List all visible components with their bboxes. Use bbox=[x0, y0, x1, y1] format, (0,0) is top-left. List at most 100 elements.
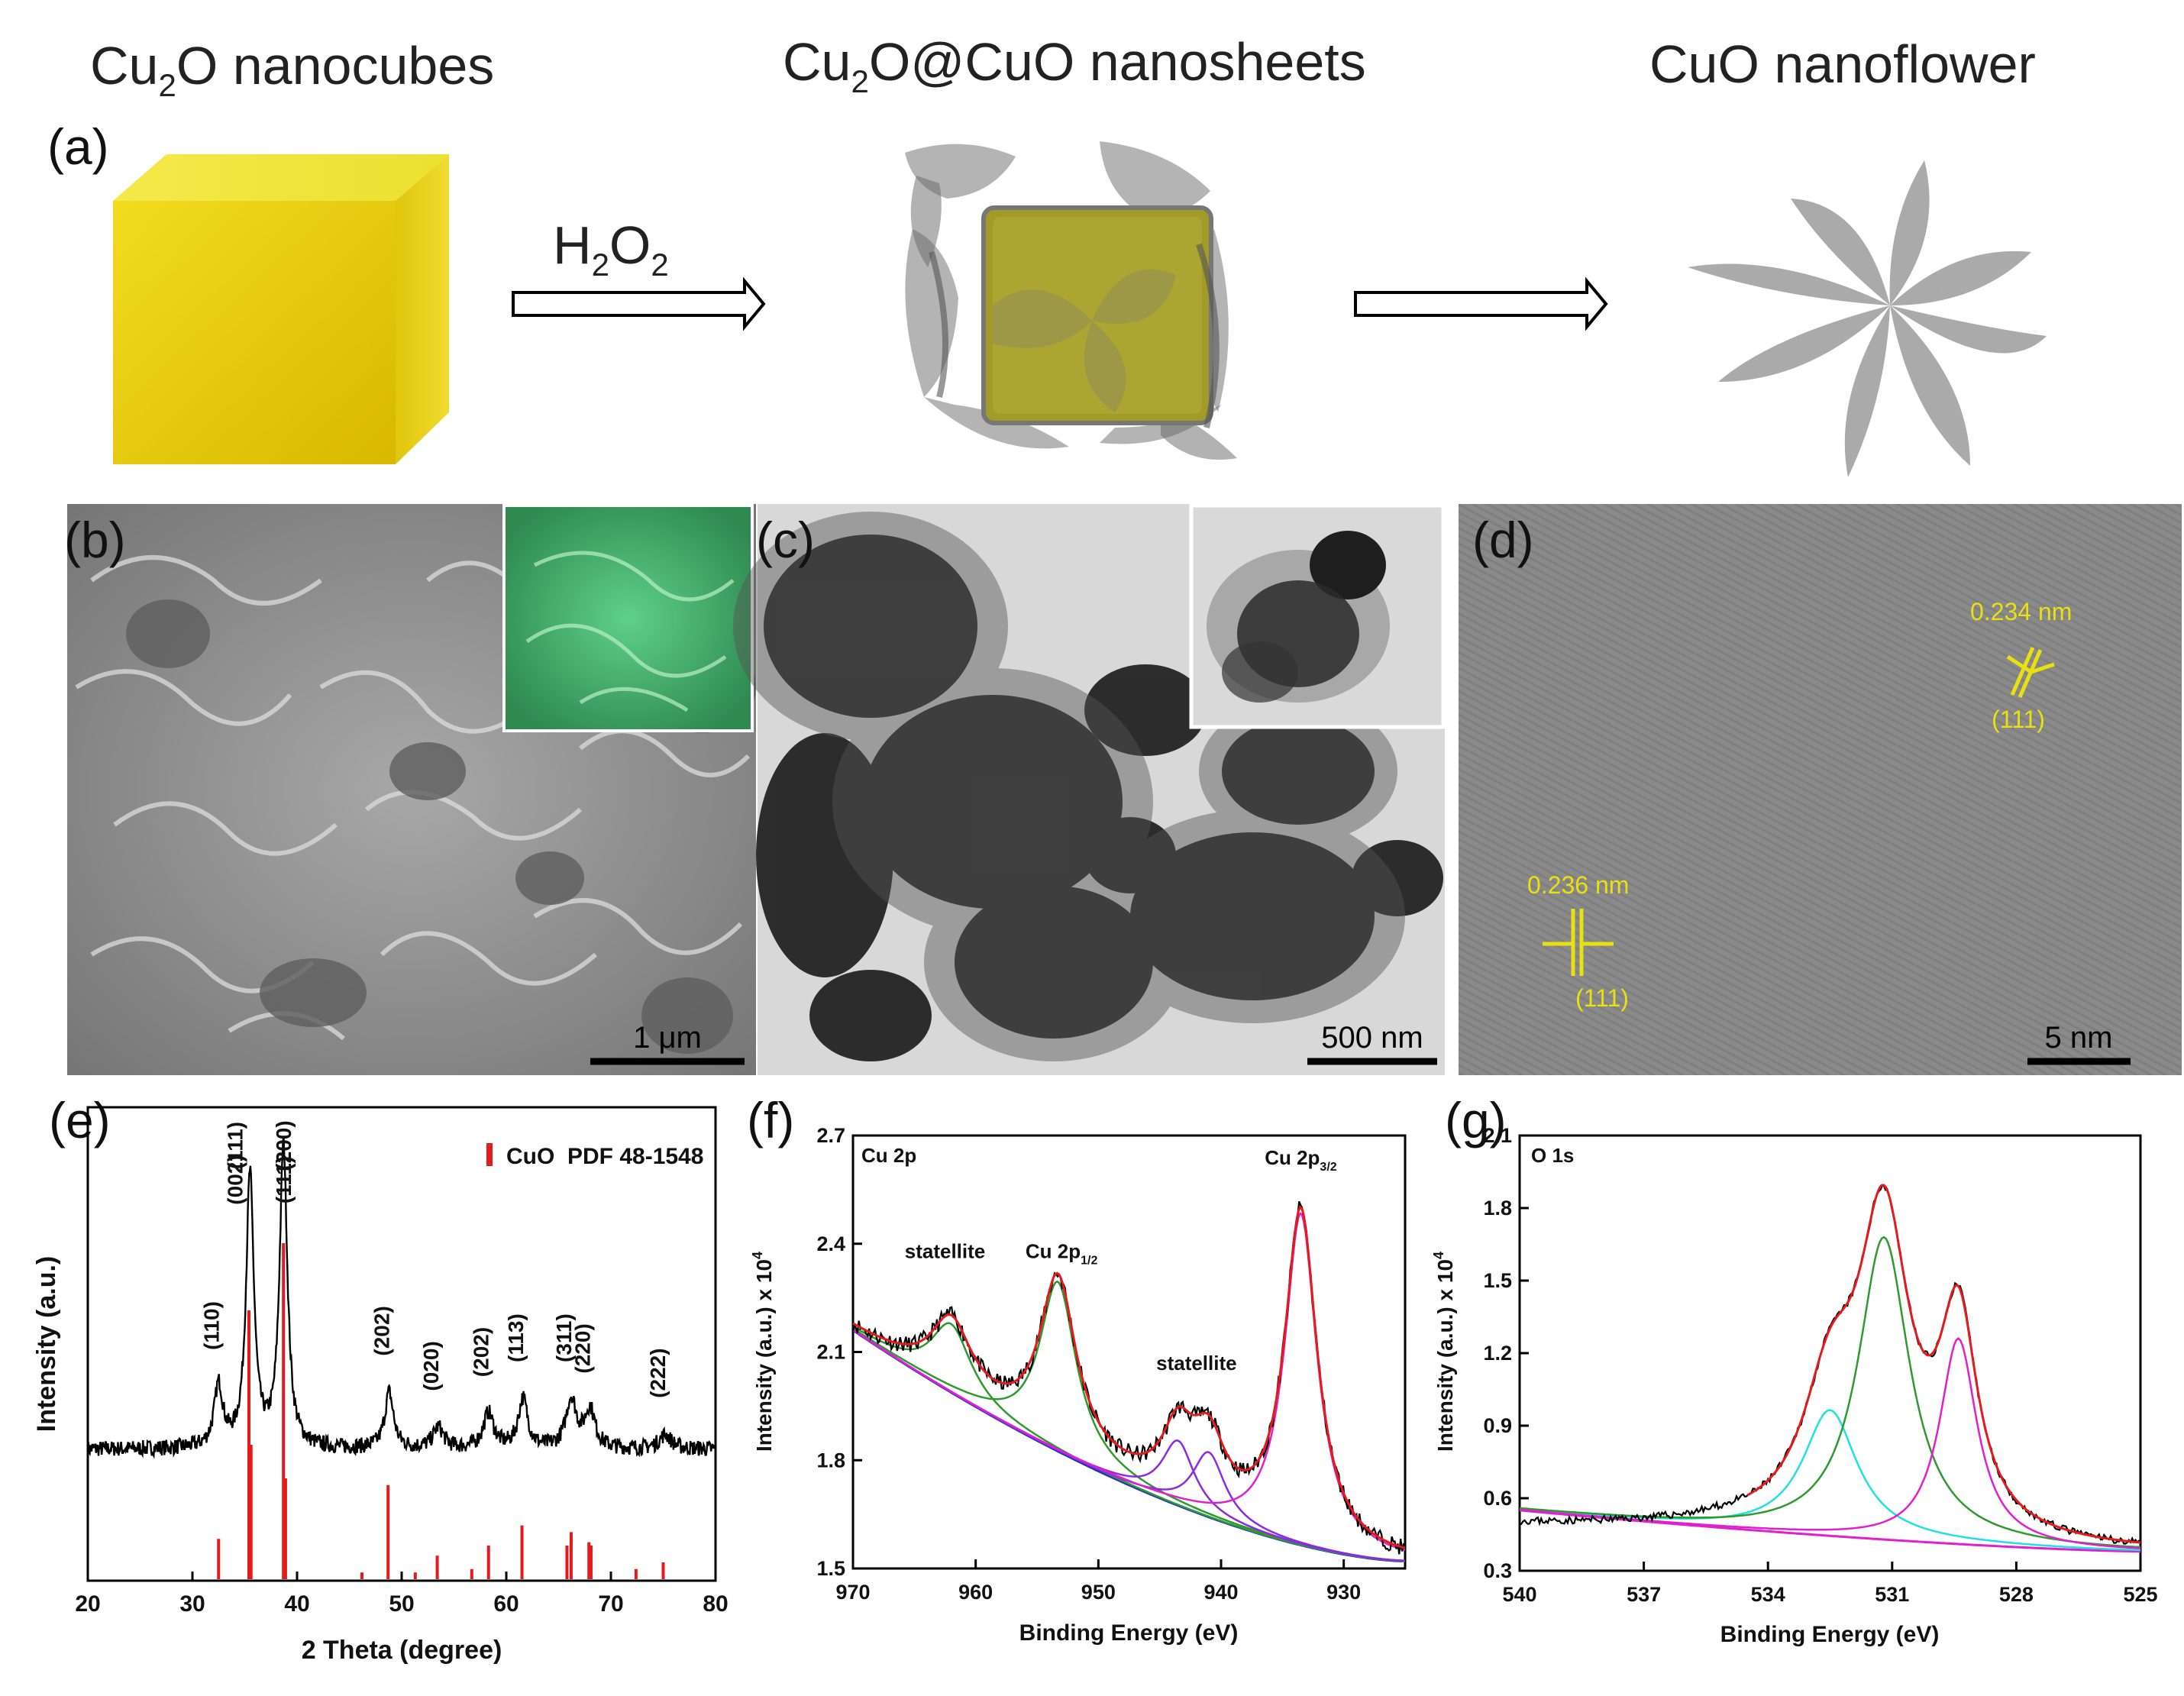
panel-b-label: (b) bbox=[64, 512, 126, 568]
scale-bar-d-label: 5 nm bbox=[2045, 1021, 2113, 1055]
xps-o-x-tick-label: 537 bbox=[1627, 1583, 1661, 1606]
lattice-marker-2 bbox=[1543, 909, 1614, 976]
xps-cu-curves bbox=[851, 1200, 1406, 1562]
tem-aggregates bbox=[756, 535, 1443, 1061]
panel-g-chart: (g) O 1s 540 537 534 531 528 525 0.3 0.6 0.9 1.2 1… bbox=[1431, 1092, 2158, 1647]
cu2o-cube-illustration bbox=[113, 154, 449, 464]
xps-o-y-tick-label: 1.5 bbox=[1483, 1269, 1512, 1292]
xrd-peak-label: (311) bbox=[552, 1313, 576, 1362]
xps-o-y-tick-label: 1.8 bbox=[1483, 1197, 1512, 1220]
xps-cu-component bbox=[852, 1212, 1406, 1551]
xrd-peak-label: (111) bbox=[272, 1156, 296, 1203]
xrd-plot-frame bbox=[86, 1106, 717, 1582]
lattice-spacing-1: 0.234 nm bbox=[1970, 598, 2072, 625]
xps-o-curves bbox=[1519, 1184, 2141, 1553]
xrd-x-ticks: 20 30 40 50 60 70 80 bbox=[75, 1572, 729, 1617]
panel-g-label: (g) bbox=[1445, 1092, 1507, 1148]
xps-o-y-tick-label: 2.1 bbox=[1483, 1124, 1512, 1147]
xps-cu-peak-annotation: Cu 2p3/2 bbox=[1265, 1146, 1337, 1174]
lattice-marker-1 bbox=[2006, 647, 2055, 698]
xps-o-component bbox=[1519, 1236, 2141, 1549]
panel-a-label: (a) bbox=[47, 118, 109, 175]
xrd-x-tick-label: 70 bbox=[598, 1591, 623, 1617]
xrd-peak-label: (111) bbox=[223, 1122, 247, 1169]
xps-o-x-tick-label: 531 bbox=[1875, 1583, 1909, 1606]
xrd-peak-label: (220) bbox=[571, 1323, 595, 1373]
xps-o-x-tick-label: 528 bbox=[1999, 1583, 2034, 1606]
title-cu2o-nanocubes: Cu2O nanocubes bbox=[90, 36, 494, 103]
xrd-peak-label: (113) bbox=[504, 1313, 528, 1362]
xrd-peak-label: (200) bbox=[272, 1120, 296, 1170]
xps-cu-component bbox=[852, 1322, 1405, 1562]
xps-cu-peak-annotation: statellite bbox=[1156, 1352, 1237, 1375]
xps-cu-x-tick-label: 930 bbox=[1326, 1581, 1361, 1604]
xps-o-y-tick-label: 1.2 bbox=[1483, 1342, 1512, 1365]
xrd-x-tick-label: 40 bbox=[284, 1591, 309, 1617]
xps-cu-x-axis-label: Binding Energy (eV) bbox=[1019, 1620, 1239, 1646]
tem-inset-aggregate bbox=[1207, 531, 1390, 703]
scale-bar-b-label: 1 μm bbox=[633, 1021, 702, 1055]
xps-cu-y-tick-label: 1.5 bbox=[816, 1557, 845, 1580]
xps-o-y-axis-label: Intensity (a.u.) x 104 bbox=[1431, 1252, 1457, 1452]
xrd-peak-labels: (110)(002)(111)(111)(200)(202)(020) (202)… bbox=[199, 1120, 670, 1397]
xps-cu-region-label: Cu 2p bbox=[861, 1144, 916, 1167]
lattice-spacing-2: 0.236 nm bbox=[1527, 871, 1629, 899]
xps-cu-peak-annotation: statellite bbox=[905, 1240, 986, 1263]
core-shell-illustration bbox=[905, 141, 1237, 460]
panel-c-label: (c) bbox=[756, 512, 815, 568]
xrd-x-tick-label: 80 bbox=[703, 1591, 728, 1617]
xps-o-y-tick-label: 0.3 bbox=[1483, 1559, 1512, 1582]
panel-e-chart: (e) 20 30 40 50 60 70 80 2 Theta (degree) Inte… bbox=[32, 1092, 729, 1665]
reaction-arrow-1 bbox=[512, 276, 766, 331]
xrd-legend-swatch bbox=[486, 1143, 493, 1166]
tem-sheet-edges bbox=[733, 512, 1405, 1061]
xps-cu-peak-annotation: Cu 2p1/2 bbox=[1026, 1240, 1098, 1268]
title-cuo-nanoflower: CuO nanoflower bbox=[1649, 34, 2036, 94]
panel-f-chart: (f) Cu 2p 970 960 950 940 930 1.5 1.8 2.1 2.4 2.7… bbox=[747, 1092, 1407, 1646]
xps-o-y-tick-label: 0.6 bbox=[1483, 1487, 1512, 1510]
xps-cu-envelope bbox=[852, 1205, 1406, 1549]
xps-o-y-tick-label: 0.9 bbox=[1483, 1414, 1512, 1437]
xrd-reference-bars bbox=[217, 1243, 665, 1579]
xrd-peak-label: (222) bbox=[646, 1348, 670, 1397]
xrd-legend-text: CuO PDF 48-1548 bbox=[506, 1144, 703, 1169]
xrd-peak-label: (202) bbox=[370, 1306, 394, 1355]
xrd-legend: CuO PDF 48-1548 bbox=[486, 1143, 703, 1169]
xps-cu-x-tick-label: 940 bbox=[1203, 1581, 1238, 1604]
xrd-y-axis-label: Intensity (a.u.) bbox=[32, 1256, 61, 1432]
panel-e-label: (e) bbox=[49, 1092, 111, 1148]
xps-cu-plot-frame bbox=[851, 1134, 1407, 1570]
panel-d: (d) 0.234 nm (111) 0.236 nm (111) 5 nm bbox=[1459, 504, 2182, 1075]
xps-cu-y-axis-label: Intensity (a.u.) x 104 bbox=[750, 1252, 776, 1452]
xrd-peak-label: (020) bbox=[419, 1341, 443, 1391]
xrd-x-tick-label: 30 bbox=[179, 1591, 205, 1617]
xrd-x-tick-label: 20 bbox=[75, 1591, 100, 1617]
xps-o-x-axis-label: Binding Energy (eV) bbox=[1720, 1622, 1940, 1647]
xps-cu-ticks: 970 960 950 940 930 1.5 1.8 2.1 2.4 2.7 bbox=[816, 1124, 1361, 1604]
hrtem-image bbox=[1459, 504, 2182, 1075]
xps-o-ticks: 540 537 534 531 528 525 0.3 0.6 0.9 1.2 1.5 1.8 2.1 bbox=[1483, 1124, 2157, 1606]
xps-cu-x-tick-label: 970 bbox=[835, 1581, 870, 1604]
xps-cu-annotations: statellite Cu 2p1/2 statellite Cu 2p3/2 bbox=[905, 1146, 1337, 1375]
xps-cu-y-tick-label: 1.8 bbox=[816, 1449, 845, 1471]
reaction-arrow-2 bbox=[1354, 276, 1608, 331]
xps-cu-y-tick-label: 2.4 bbox=[816, 1232, 845, 1255]
xps-o-x-tick-label: 534 bbox=[1751, 1583, 1785, 1606]
xrd-peak-label: (202) bbox=[470, 1327, 493, 1377]
xrd-pattern-line bbox=[86, 1136, 716, 1459]
panel-a: (a) Cu2O nanocubes Cu2O@CuO nanosheets C… bbox=[47, 32, 2047, 477]
xrd-x-tick-label: 60 bbox=[493, 1591, 519, 1617]
xrd-x-tick-label: 50 bbox=[389, 1591, 414, 1617]
xps-cu-x-tick-label: 960 bbox=[958, 1581, 993, 1604]
panel-c: (c) 500 nm bbox=[733, 503, 1446, 1075]
xps-cu-y-tick-label: 2.1 bbox=[816, 1341, 845, 1364]
xrd-peak-label: (110) bbox=[199, 1301, 223, 1350]
xps-cu-y-tick-label: 2.7 bbox=[816, 1124, 845, 1147]
xps-o-x-tick-label: 525 bbox=[2123, 1583, 2157, 1606]
xps-o-region-label: O 1s bbox=[1531, 1144, 1574, 1167]
xrd-peak-label: (002) bbox=[223, 1155, 247, 1204]
sem-inset-green bbox=[502, 504, 754, 732]
xrd-x-axis-label: 2 Theta (degree) bbox=[302, 1636, 502, 1665]
reagent-h2o2-label: H2O2 bbox=[553, 215, 669, 283]
